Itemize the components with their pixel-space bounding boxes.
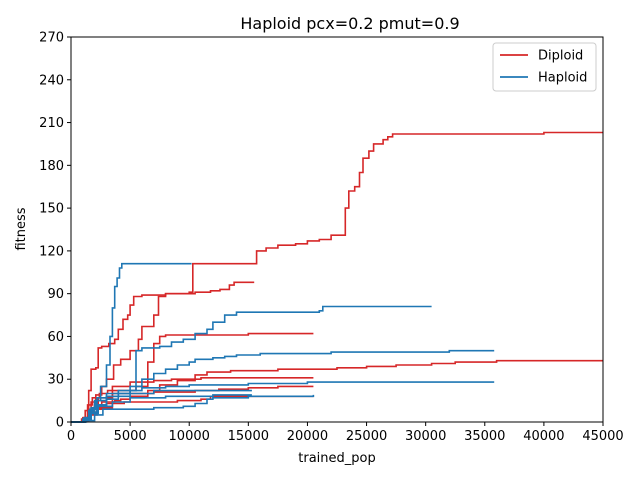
haploid-series-line-1 [71, 262, 192, 423]
x-tick-label: 0 [67, 429, 75, 444]
diploid-series-line-2 [71, 131, 603, 423]
haploid-series-line-7 [71, 394, 252, 423]
y-tick-label: 60 [47, 330, 64, 345]
y-tick-label: 210 [39, 116, 64, 131]
x-tick-label: 40000 [523, 429, 564, 444]
x-tick-label: 5000 [114, 429, 147, 444]
y-axis: 0 30 60 90 120 150 180 210 240 270 [39, 31, 71, 431]
x-tick-label: 30000 [405, 429, 446, 444]
chart-title: Haploid pcx=0.2 pmut=0.9 [240, 14, 459, 33]
legend: Diploid Haploid [492, 42, 597, 92]
x-tick-label: 45000 [582, 429, 623, 444]
legend-label-haploid: Haploid [538, 71, 587, 86]
haploid-series-line-2 [71, 305, 432, 423]
y-tick-label: 270 [39, 31, 64, 46]
diploid-series-line-4 [71, 359, 603, 423]
y-tick-label: 90 [47, 287, 64, 302]
x-tick-label: 35000 [464, 429, 505, 444]
y-tick-label: 240 [39, 73, 64, 88]
y-tick-label: 180 [39, 159, 64, 174]
x-axis: 0 5000 10000 15000 20000 25000 30000 35000 40000… [67, 422, 624, 444]
haploid-series-line-5 [71, 381, 495, 423]
plot-lines [71, 131, 603, 423]
x-tick-label: 10000 [169, 429, 210, 444]
x-tick-label: 25000 [346, 429, 387, 444]
haploid-series-line-4 [71, 394, 315, 423]
y-tick-label: 0 [56, 416, 64, 431]
x-axis-label: trained_pop [298, 451, 375, 466]
y-tick-label: 30 [47, 373, 64, 388]
haploid-series-line-6 [71, 389, 252, 423]
y-axis-label: fitness [14, 207, 29, 250]
x-tick-label: 20000 [287, 429, 328, 444]
y-tick-label: 120 [39, 244, 64, 259]
diploid-series-line-1 [71, 281, 255, 423]
legend-label-diploid: Diploid [538, 49, 583, 64]
y-tick-label: 150 [39, 202, 64, 217]
x-tick-label: 15000 [228, 429, 269, 444]
plot-frame [70, 36, 604, 423]
